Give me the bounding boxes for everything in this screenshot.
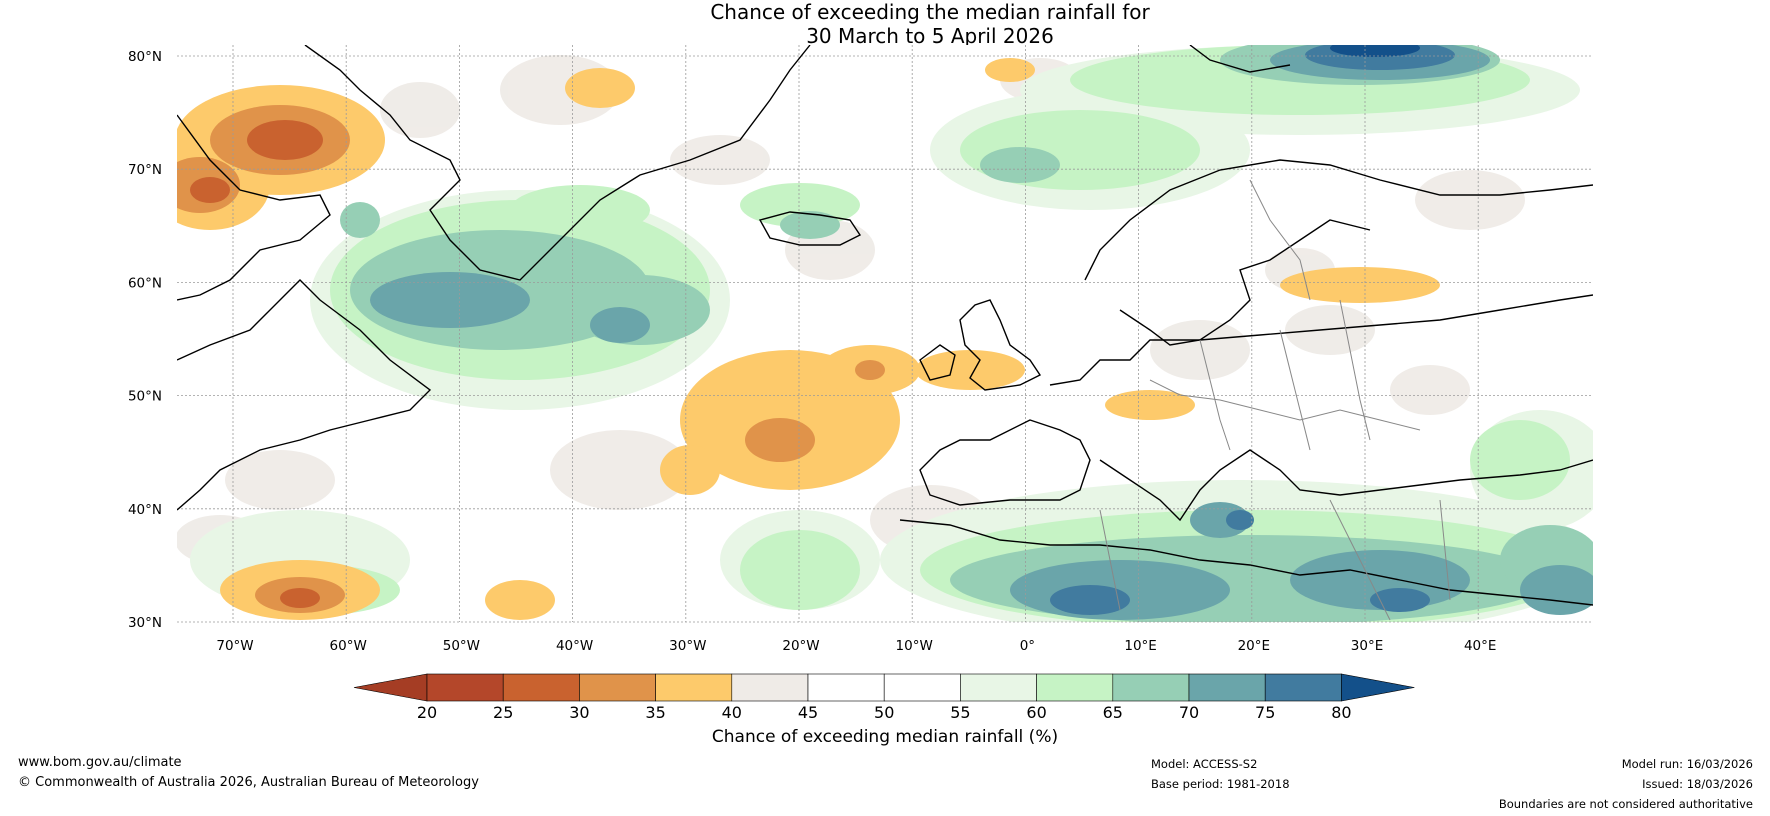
longitude-tick-label: 60°W — [330, 638, 367, 654]
colorbar-segment — [960, 673, 1037, 702]
colorbar-tick-label: 25 — [493, 703, 513, 722]
longitude-tick-label: 40°E — [1464, 638, 1496, 654]
coastlines — [177, 45, 1593, 606]
chart-title: Chance of exceeding the median rainfall … — [0, 0, 1770, 48]
colorbar-segment — [426, 673, 504, 702]
colorbar-segment — [502, 673, 580, 702]
colorbar-under-triangle — [353, 673, 428, 702]
colorbar-segment — [731, 673, 809, 702]
colorbar-segment — [655, 673, 733, 702]
colorbar-tick-label: 35 — [645, 703, 665, 722]
colorbar-tick-label: 30 — [569, 703, 589, 722]
colorbar-segment — [579, 673, 656, 702]
longitude-tick-label: 30°W — [669, 638, 706, 654]
colorbar-tick-label: 40 — [722, 703, 742, 722]
website-text: www.bom.gov.au/climate — [18, 755, 182, 770]
colorbar-tick-label: 60 — [1026, 703, 1046, 722]
base-period-text: Base period: 1981-2018 — [1151, 777, 1290, 791]
rainfall-anomaly-layer — [177, 45, 1593, 622]
model-run-text: Model run: 16/03/2026 — [1621, 757, 1753, 771]
colorbar-tick-label: 55 — [950, 703, 970, 722]
issued-text: Issued: 18/03/2026 — [1642, 777, 1753, 791]
longitude-tick-label: 0° — [1020, 638, 1035, 654]
colorbar-tick-label: 45 — [798, 703, 818, 722]
longitude-tick-label: 20°E — [1238, 638, 1270, 654]
colorbar-segment — [883, 673, 961, 702]
colorbar-tick-label: 80 — [1331, 703, 1351, 722]
colorbar-tick-label: 20 — [417, 703, 437, 722]
graticule — [177, 45, 1593, 623]
latitude-tick-label: 40°N — [128, 502, 162, 518]
latitude-labels: 80°N 70°N 60°N 50°N 40°N 30°N — [128, 49, 162, 631]
longitude-labels: 70°W 60°W 50°W 40°W 30°W 20°W 10°W 0° 10°E 20°E 30… — [216, 638, 1496, 654]
colorbar-tick-label: 50 — [874, 703, 894, 722]
colorbar-segment — [1188, 673, 1266, 702]
title-line-1: Chance of exceeding the median rainfall … — [710, 0, 1150, 24]
country-borders — [1099, 179, 1451, 621]
latitude-tick-label: 30°N — [128, 615, 162, 631]
longitude-tick-label: 40°W — [556, 638, 593, 654]
model-text: Model: ACCESS-S2 — [1151, 757, 1258, 771]
colorbar: 20 25 30 35 40 45 50 55 60 65 70 75 80 — [353, 673, 1415, 722]
longitude-tick-label: 20°W — [782, 638, 819, 654]
latitude-tick-label: 80°N — [128, 49, 162, 65]
latitude-tick-label: 60°N — [128, 275, 162, 291]
disclaimer-text: Boundaries are not considered authoritat… — [1498, 797, 1753, 811]
colorbar-tick-label: 65 — [1103, 703, 1123, 722]
latitude-tick-label: 50°N — [128, 389, 162, 405]
longitude-tick-label: 30°E — [1351, 638, 1383, 654]
copyright-text: © Commonwealth of Australia 2026, Austra… — [18, 775, 479, 790]
colorbar-segment — [1264, 673, 1342, 702]
colorbar-over-triangle — [1341, 673, 1415, 702]
latitude-tick-label: 70°N — [128, 162, 162, 178]
colorbar-tick-label: 75 — [1255, 703, 1275, 722]
longitude-tick-label: 50°W — [443, 638, 480, 654]
colorbar-tick-label: 70 — [1179, 703, 1199, 722]
colorbar-segment — [1112, 673, 1190, 702]
longitude-tick-label: 70°W — [216, 638, 253, 654]
colorbar-segment — [807, 673, 885, 702]
longitude-tick-label: 10°W — [896, 638, 933, 654]
longitude-tick-label: 10°E — [1124, 638, 1156, 654]
colorbar-segment — [1036, 673, 1114, 702]
title-line-2: 30 March to 5 April 2026 — [806, 24, 1054, 48]
colorbar-label: Chance of exceeding median rainfall (%) — [711, 727, 1059, 747]
